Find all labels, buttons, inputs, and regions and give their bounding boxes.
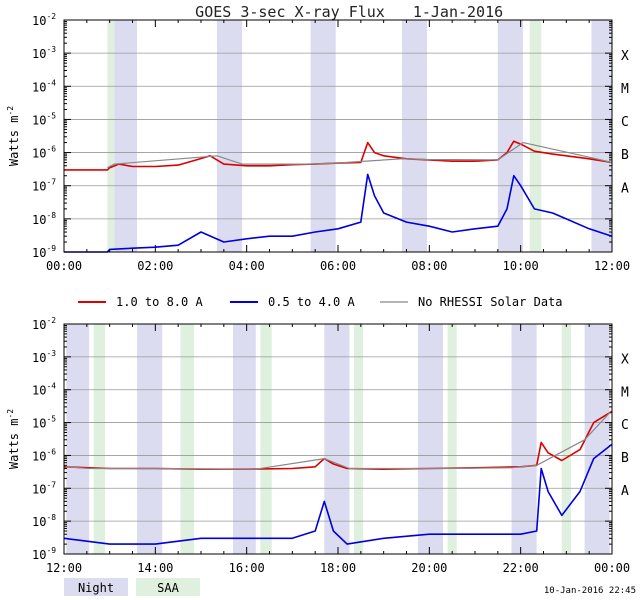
x-tick-label: 12:00 xyxy=(594,259,630,273)
flare-class-label: C xyxy=(621,418,629,433)
night-band xyxy=(417,324,444,554)
x-tick-label: 04:00 xyxy=(229,259,265,273)
render-timestamp: 10-Jan-2016 22:45 xyxy=(544,586,636,596)
y-tick-label: 10-3 xyxy=(32,349,56,365)
legend-label: No RHESSI Solar Data xyxy=(418,295,563,309)
plot-frame xyxy=(63,323,613,555)
y-tick-label: 10-7 xyxy=(32,178,56,194)
flare-class-label: M xyxy=(621,385,629,400)
y-axis-title: Watts m-2 xyxy=(6,409,21,469)
night-band xyxy=(66,324,90,554)
chart-date: 1-Jan-2016 xyxy=(413,3,503,21)
series-long-channel xyxy=(64,140,613,171)
flare-class-label: B xyxy=(621,148,629,163)
x-tick-label: 20:00 xyxy=(411,561,447,575)
saa-band xyxy=(529,20,542,252)
legend-label: 0.5 to 4.0 A xyxy=(268,295,355,309)
flare-class-label: A xyxy=(621,181,629,196)
series-no-rhessi xyxy=(66,412,611,470)
saa-band xyxy=(107,20,115,252)
y-tick-label: 10-8 xyxy=(32,513,56,529)
y-tick-label: 10-8 xyxy=(32,211,56,227)
chart-panel-morning: 10-2 10-3 10-4 10-5 10-6 10-7 10-8 10-9 X M C B A 00:… xyxy=(6,12,630,273)
saa-band xyxy=(93,324,106,554)
night-band xyxy=(511,324,537,554)
flare-class-label: X xyxy=(621,352,629,367)
y-tick-label: 10-2 xyxy=(32,316,56,332)
y-tick-label: 10-4 xyxy=(32,382,56,398)
y-tick-label: 10-7 xyxy=(32,480,56,496)
y-tick-label: 10-3 xyxy=(32,45,56,61)
saa-band xyxy=(353,324,364,554)
x-tick-label: 14:00 xyxy=(137,561,173,575)
y-tick-label: 10-4 xyxy=(32,78,56,94)
x-tick-label: 08:00 xyxy=(411,259,447,273)
night-band xyxy=(401,20,428,252)
flare-class-label: A xyxy=(621,484,629,499)
chart-panel-afternoon: 10-2 10-3 10-4 10-5 10-6 10-7 10-8 10-9 X M C B A 12:… xyxy=(6,316,630,575)
night-band xyxy=(584,324,610,554)
flare-class-label: X xyxy=(621,49,629,64)
chart-legend: 1.0 to 8.0 A 0.5 to 4.0 A No RHESSI Solar … xyxy=(78,295,563,309)
flare-class-label: B xyxy=(621,451,629,466)
flare-class-label: M xyxy=(621,82,629,97)
x-tick-label: 06:00 xyxy=(320,259,356,273)
night-band xyxy=(114,20,138,252)
x-tick-label: 02:00 xyxy=(137,259,173,273)
saa-band xyxy=(447,324,457,554)
plot-frame xyxy=(63,19,613,253)
night-band xyxy=(232,324,256,554)
chart-footer: Night SAA 10-Jan-2016 22:45 xyxy=(64,578,636,596)
flare-class-label: C xyxy=(621,115,629,130)
night-legend-label: Night xyxy=(78,581,114,595)
night-band xyxy=(497,20,523,252)
x-tick-label: 12:00 xyxy=(46,561,82,575)
saa-legend-label: SAA xyxy=(157,581,179,595)
saa-band xyxy=(260,324,272,554)
x-tick-label: 22:00 xyxy=(503,561,539,575)
series-short-channel xyxy=(63,443,613,545)
x-tick-label: 16:00 xyxy=(229,561,265,575)
y-tick-label: 10-2 xyxy=(32,12,56,28)
night-legend-swatch xyxy=(64,578,128,596)
x-tick-label: 00:00 xyxy=(46,259,82,273)
legend-label: 1.0 to 8.0 A xyxy=(116,295,203,309)
series-no-rhessi xyxy=(107,142,613,169)
y-tick-label: 10-5 xyxy=(32,111,56,127)
y-tick-label: 10-6 xyxy=(32,145,56,161)
y-tick-label: 10-6 xyxy=(32,447,56,463)
saa-band xyxy=(180,324,195,554)
saa-legend-swatch xyxy=(136,578,200,596)
y-tick-label: 10-9 xyxy=(32,546,56,562)
night-band xyxy=(137,324,163,554)
y-tick-label: 10-5 xyxy=(32,415,56,431)
night-band xyxy=(591,20,612,252)
saa-band xyxy=(561,324,571,554)
x-tick-label: 00:00 xyxy=(594,561,630,575)
night-band xyxy=(216,20,243,252)
chart-title: GOES 3-sec X-ray Flux xyxy=(195,3,385,21)
night-band xyxy=(310,20,336,252)
night-band xyxy=(324,324,350,554)
x-tick-label: 10:00 xyxy=(503,259,539,273)
x-tick-label: 18:00 xyxy=(320,561,356,575)
y-tick-label: 10-9 xyxy=(32,244,56,260)
y-axis-title: Watts m-2 xyxy=(6,106,21,166)
series-short-channel xyxy=(64,173,613,253)
